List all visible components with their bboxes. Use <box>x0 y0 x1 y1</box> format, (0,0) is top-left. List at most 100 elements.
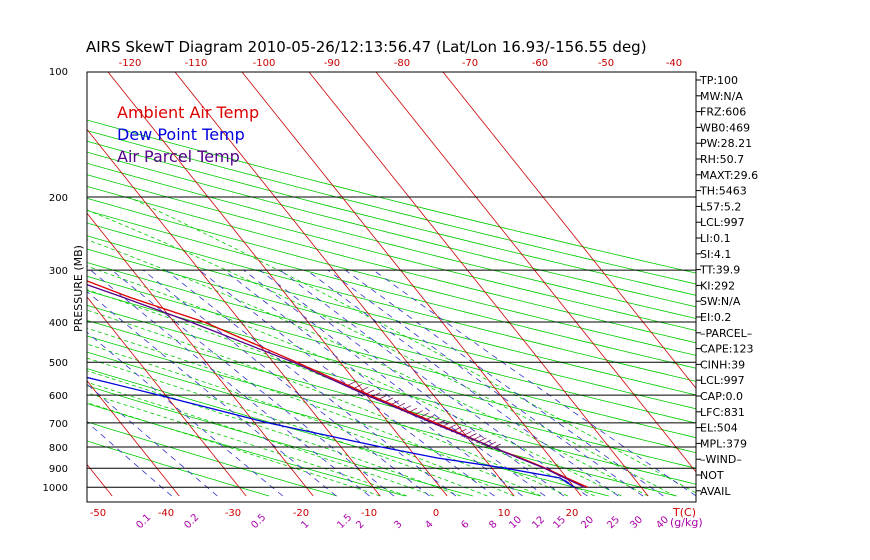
dry-adiabat-line <box>87 140 696 296</box>
dry-adiabat-line <box>87 275 696 439</box>
dry-adiabat-line <box>87 119 696 274</box>
pressure-tick-label: 400 <box>49 318 68 329</box>
index-label: CAP:0.0 <box>700 390 743 403</box>
mixing-ratio-label: 40 <box>654 514 671 531</box>
index-label: AVAIL <box>700 485 731 498</box>
pressure-tick-labels: 100 200 300 400 500 600 700 800 900 1000 <box>43 67 68 494</box>
moist-adiabat-line <box>87 239 649 497</box>
top-temperature-tick: -60 <box>532 58 548 69</box>
mixing-ratio-label: 25 <box>605 514 622 531</box>
mixing-ratio-line <box>279 269 588 497</box>
mixing-ratio-line <box>243 269 546 497</box>
index-label: MPL:379 <box>700 437 747 450</box>
mixing-ratio-line <box>142 269 430 497</box>
bottom-temperature-tick: -30 <box>225 508 241 519</box>
top-temperature-tick-labels: -120 -110 -100 -90 -80 -70 -60 -50 -40 <box>119 58 683 69</box>
isotherm-line <box>442 72 696 389</box>
dry-adiabat-line <box>87 290 696 454</box>
top-temperature-tick: -80 <box>394 58 410 69</box>
mixing-ratio-line <box>90 269 370 497</box>
dry-adiabat-line <box>87 304 696 469</box>
dry-adiabat-line <box>87 421 338 497</box>
isotherm-line <box>87 212 314 497</box>
dry-adiabat-line <box>87 235 696 396</box>
cape-hatch-line <box>485 441 497 448</box>
isotherm-line <box>241 72 582 497</box>
index-label: TP:100 <box>699 74 738 87</box>
dry-adiabat-line <box>87 185 696 344</box>
top-temperature-tick: -50 <box>598 58 614 69</box>
bottom-temperature-tick-labels: -50 -40 -30 -20 -10 0 10 20 <box>90 508 579 519</box>
dry-adiabat-line <box>87 151 696 308</box>
mixing-ratio-line <box>87 331 284 497</box>
bottom-temperature-tick: -10 <box>361 508 377 519</box>
chart-title: AIRS SkewT Diagram 2010-05-26/12:13:56.4… <box>86 38 647 56</box>
series-line-1 <box>87 376 575 488</box>
mixing-ratio-line <box>87 383 218 497</box>
pressure-tick-label: 1000 <box>43 483 68 494</box>
bottom-temperature-tick: -40 <box>158 508 174 519</box>
pressure-tick-label: 800 <box>49 443 68 454</box>
mixing-ratio-label: 2 <box>354 519 366 531</box>
index-label: PW:28.21 <box>700 137 752 150</box>
top-temperature-tick: -120 <box>119 58 142 69</box>
isotherm-line <box>87 128 381 497</box>
mixing-ratio-label: 0.5 <box>249 512 268 531</box>
index-label: MAXT:29.6 <box>700 169 758 182</box>
top-temperature-tick: -110 <box>185 58 208 69</box>
mixing-ratio-line <box>87 291 337 497</box>
bottom-temperature-tick: -50 <box>90 508 106 519</box>
index-label: –PARCEL– <box>700 327 752 340</box>
moist-adiabat-line <box>87 343 515 497</box>
pressure-tick-label: 700 <box>49 419 68 430</box>
top-temperature-tick: -70 <box>462 58 478 69</box>
legend-parcel: Air Parcel Temp <box>117 147 240 166</box>
dry-adiabat-line <box>87 162 696 319</box>
index-label: TT:39.9 <box>699 264 740 277</box>
pressure-tick-label: 500 <box>49 358 68 369</box>
mixing-ratio-label: 20 <box>579 514 596 531</box>
index-label: NOT <box>700 469 724 482</box>
pressure-tick-label: 300 <box>49 266 68 277</box>
mixing-ratio-line <box>87 421 172 497</box>
isotherm-line <box>308 72 649 497</box>
bottom-temperature-tick: -20 <box>293 508 309 519</box>
pressure-tick-label: 200 <box>49 193 68 204</box>
plot-frame <box>86 71 697 503</box>
index-label: SI:4.1 <box>700 248 731 261</box>
mixing-ratio-line <box>373 269 696 497</box>
isotherm-line <box>375 72 696 473</box>
dry-adiabat-line <box>87 248 696 410</box>
index-label: RH:50.7 <box>700 153 744 166</box>
mixing-ratio-label: 4 <box>423 519 435 531</box>
isotherm-line <box>87 296 247 497</box>
index-label: MW:N/A <box>700 90 743 103</box>
mixing-ratio-label: 1.5 <box>335 512 354 531</box>
x-axis-unit-label: T(C) <box>672 506 696 519</box>
index-label: SW:N/A <box>700 295 741 308</box>
isotherm-line <box>87 380 180 497</box>
dry-adiabat-line <box>87 368 541 497</box>
bottom-temperature-tick: 20 <box>566 508 579 519</box>
index-label: L57:5.2 <box>700 200 741 213</box>
profile-series <box>87 280 588 488</box>
index-label: –WIND– <box>700 453 742 466</box>
isotherm-line <box>0 72 45 496</box>
isotherm-line <box>174 72 515 497</box>
moist-adiabat-line <box>87 402 381 497</box>
index-label: FRZ:606 <box>700 106 746 119</box>
series-line-2 <box>87 284 585 488</box>
moist-adiabat-line <box>87 357 488 497</box>
bottom-temperature-tick: 10 <box>498 508 511 519</box>
plot-background <box>87 72 696 502</box>
index-label: LFC:831 <box>700 406 745 419</box>
mixing-ratio-lines <box>87 269 696 497</box>
mixing-ratio-label: 3 <box>392 519 404 531</box>
pressure-tick-label: 600 <box>49 391 68 402</box>
dry-adiabat-line <box>87 440 270 497</box>
mixing-ratio-label: 1 <box>299 519 311 531</box>
mixing-ratio-unit-label: (g/kg) <box>670 516 703 529</box>
top-temperature-tick: -100 <box>253 58 276 69</box>
dry-adiabat-line <box>87 130 696 285</box>
mixing-ratio-label: 0.1 <box>134 512 153 531</box>
